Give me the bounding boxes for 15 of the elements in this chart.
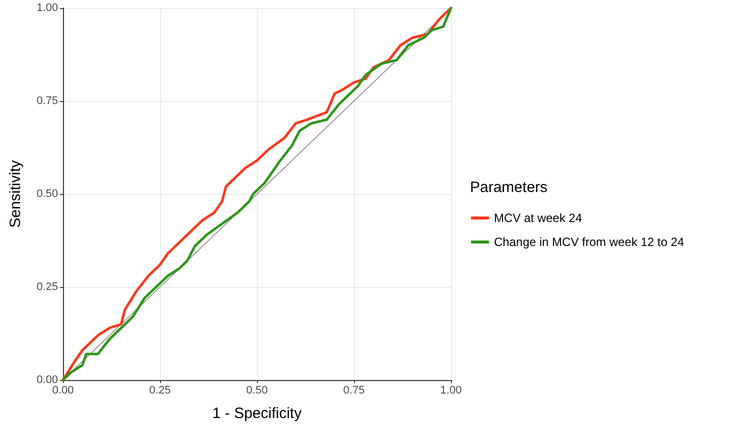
x-tick-label: 0.75 — [343, 384, 365, 396]
y-tick-label: 0.25 — [36, 281, 58, 293]
x-tick-label: 1.00 — [440, 384, 462, 396]
x-tick-label: 0.00 — [52, 384, 74, 396]
legend-label: MCV at week 24 — [494, 211, 582, 225]
x-tick-label: 0.25 — [149, 384, 171, 396]
y-tick-label: 0.50 — [36, 188, 58, 200]
legend-title: Parameters — [470, 179, 548, 196]
x-tick-label: 0.50 — [246, 384, 268, 396]
y-tick-label: 0.00 — [36, 374, 58, 386]
y-tick-label: 0.75 — [36, 95, 58, 107]
x-axis-title: 1 - Specificity — [212, 405, 302, 422]
y-axis-title: Sensitivity — [7, 160, 24, 228]
y-tick-label: 1.00 — [36, 2, 58, 14]
legend-label: Change in MCV from week 12 to 24 — [494, 235, 684, 249]
